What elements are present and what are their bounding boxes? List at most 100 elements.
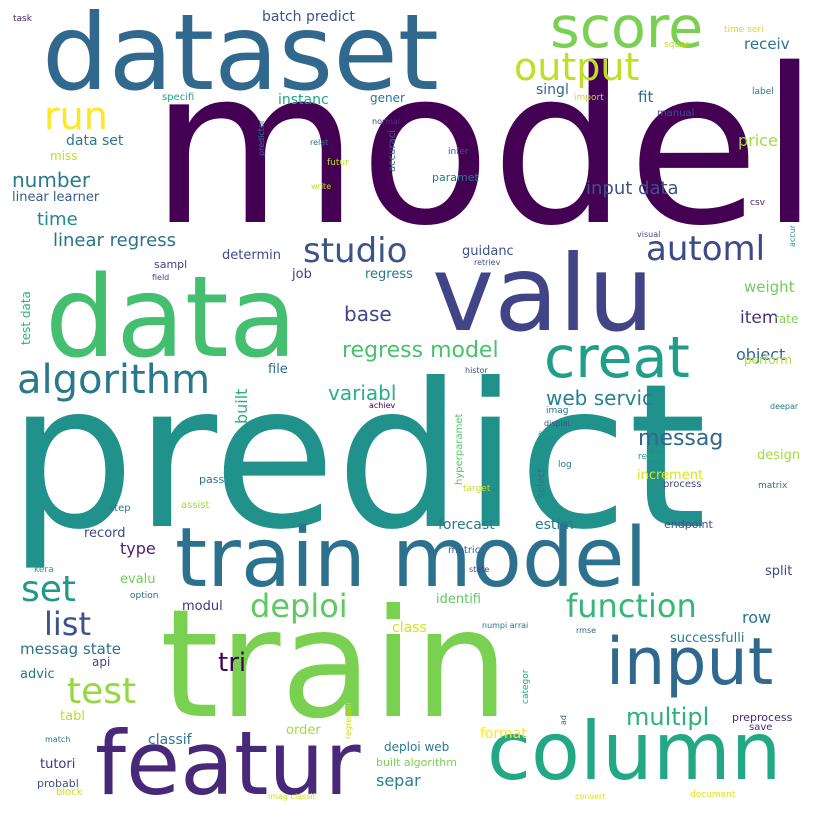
word: match xyxy=(45,735,71,744)
word: state xyxy=(469,565,490,574)
word: multipl xyxy=(626,703,710,731)
word: item xyxy=(740,308,779,328)
word: messag state xyxy=(20,640,121,658)
word: log xyxy=(558,460,572,470)
word: regress model xyxy=(342,338,499,363)
word: paramet xyxy=(432,171,479,184)
word: sampl xyxy=(154,258,188,271)
word: csv xyxy=(750,198,765,208)
word: row xyxy=(742,608,772,627)
word: kera xyxy=(34,565,54,575)
word: document xyxy=(690,790,736,800)
word: receiv xyxy=(744,35,790,53)
word: squar xyxy=(664,40,690,50)
word: displai xyxy=(544,419,570,428)
word: tutori xyxy=(40,757,76,772)
word: type xyxy=(120,539,156,558)
word: valu xyxy=(432,233,655,355)
word: object xyxy=(736,345,786,364)
word: fit xyxy=(638,88,654,106)
word: appli xyxy=(538,429,558,438)
word: dataset xyxy=(42,0,439,114)
word: singl xyxy=(536,82,569,98)
word: field xyxy=(152,273,170,282)
word: import xyxy=(574,93,604,103)
word: predictor xyxy=(257,119,266,156)
word: evalu xyxy=(120,572,156,587)
word: instanc xyxy=(278,92,329,108)
word: output xyxy=(514,45,640,89)
word: block xyxy=(56,787,83,798)
word: specifi xyxy=(162,92,195,103)
word: process xyxy=(663,479,702,490)
word: run xyxy=(44,94,108,138)
word: train xyxy=(160,578,510,752)
word: column xyxy=(487,705,782,798)
word: list xyxy=(44,605,91,643)
word: forecast xyxy=(438,517,495,533)
word: assist xyxy=(181,500,210,511)
word: normal xyxy=(372,117,401,126)
word: metric xyxy=(448,545,481,556)
word: api xyxy=(92,655,111,669)
word: task xyxy=(13,14,32,24)
word: increment xyxy=(637,468,704,483)
word: file xyxy=(268,362,288,377)
word: variabl xyxy=(328,381,397,405)
word: infer xyxy=(448,147,469,157)
word: linear learner xyxy=(12,190,100,205)
word: creat xyxy=(544,325,690,391)
word: deploi web xyxy=(384,740,450,754)
word: base xyxy=(344,302,392,326)
word: time seri xyxy=(724,25,764,35)
word: set xyxy=(21,569,77,610)
word: linear regress xyxy=(53,230,176,251)
word: accur xyxy=(788,224,797,247)
word: manual xyxy=(657,108,695,119)
word: probabl xyxy=(37,777,79,790)
word: target xyxy=(463,484,491,494)
word: estim xyxy=(535,517,574,533)
word: tabl xyxy=(60,709,85,724)
word: futur xyxy=(327,158,349,168)
word: function xyxy=(566,587,697,625)
word: predict xyxy=(8,341,707,574)
word: pass xyxy=(199,473,225,486)
word: successfulli xyxy=(670,631,745,646)
word: rate xyxy=(774,312,799,326)
word: record xyxy=(84,526,126,541)
word: number xyxy=(12,168,91,192)
word: endpoint xyxy=(664,518,713,531)
word: data set xyxy=(66,133,124,149)
word: accuraci xyxy=(387,130,398,172)
word: class xyxy=(392,620,427,636)
word: convert xyxy=(575,792,606,801)
word: split xyxy=(765,564,793,579)
word: categor xyxy=(521,669,531,704)
word: imag xyxy=(546,406,569,416)
word: write xyxy=(311,182,332,191)
word: weight xyxy=(744,278,795,296)
word: select xyxy=(536,468,547,498)
word: tri xyxy=(218,648,247,678)
word: time xyxy=(37,209,78,230)
word: order xyxy=(286,723,321,738)
word: featur xyxy=(95,712,361,815)
word: regressor xyxy=(344,701,353,739)
word: relat xyxy=(310,138,329,147)
word: visual xyxy=(637,230,661,239)
word: miss xyxy=(50,149,78,163)
word: input xyxy=(606,625,774,700)
word: input data xyxy=(586,178,679,199)
word: hyperparamet xyxy=(454,413,465,485)
word: deploi xyxy=(250,587,348,625)
word: determin xyxy=(222,248,281,263)
word: automl xyxy=(646,229,766,269)
word: regress xyxy=(365,267,413,282)
word: guidanc xyxy=(462,244,514,259)
word: retriev xyxy=(474,258,501,267)
word: numpi arrai xyxy=(482,621,529,630)
word: separ xyxy=(376,771,421,790)
word: batch predict xyxy=(262,9,355,25)
